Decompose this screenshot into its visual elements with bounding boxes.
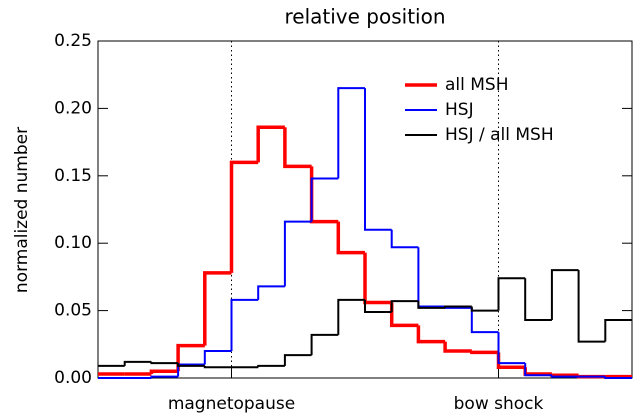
histogram-step [470, 307, 499, 334]
legend-label: HSJ / all MSH [445, 125, 554, 145]
histogram-step [470, 306, 499, 312]
histogram-step [390, 229, 419, 249]
histogram-step [364, 88, 392, 231]
histogram-step [257, 285, 285, 300]
histogram-step [364, 299, 392, 313]
histogram-step [149, 369, 179, 374]
histogram-step [150, 361, 179, 365]
histogram-step [604, 376, 632, 379]
y-tick-label: 0.25 [54, 31, 92, 51]
histogram-step [497, 332, 526, 365]
x-tick-label: bow shock [454, 394, 544, 414]
histogram-step [176, 343, 205, 372]
histogram-step [309, 166, 339, 224]
histogram-step [390, 300, 419, 312]
histogram-step [550, 375, 579, 378]
y-tick-label: 0.05 [54, 301, 92, 321]
histogram-step [417, 247, 446, 308]
histogram-step [203, 271, 232, 346]
histogram-step [550, 269, 579, 321]
y-tick-label: 0.00 [54, 368, 92, 388]
histogram-step [257, 364, 285, 368]
histogram-step [496, 352, 526, 369]
histogram-step [229, 160, 259, 273]
histogram-step [150, 375, 179, 378]
histogram-step [550, 373, 579, 378]
chart-title: relative position [284, 5, 445, 29]
plot-frame [97, 40, 633, 379]
histogram-step [336, 221, 365, 255]
histogram-step [604, 319, 632, 342]
histogram-step [283, 354, 312, 366]
histogram-step [256, 125, 285, 163]
histogram-step [337, 87, 365, 179]
histogram-step [443, 341, 472, 353]
y-tick-label: 0.15 [54, 166, 92, 186]
legend-label: HSJ [445, 100, 474, 120]
histogram-step [337, 298, 365, 335]
x-tick-label: magnetopause [168, 394, 295, 414]
histogram-step [203, 350, 232, 365]
histogram-step [123, 360, 152, 366]
histogram-step [470, 350, 499, 355]
histogram-step [497, 277, 526, 311]
histogram-step [389, 302, 419, 328]
histogram-step [524, 363, 552, 377]
histogram-step [177, 363, 205, 367]
histogram-step [363, 252, 392, 305]
histogram-step [283, 220, 312, 287]
legend-label: all MSH [445, 75, 509, 95]
histogram-step [523, 367, 552, 376]
y-tick-label: 0.20 [54, 98, 92, 118]
histogram-step [203, 365, 232, 369]
histogram-step [230, 298, 259, 352]
histogram-step [310, 177, 339, 222]
histogram-step [417, 301, 446, 309]
histogram-step [577, 270, 606, 343]
histogram-step [444, 305, 472, 308]
histogram-step [416, 325, 446, 344]
y-tick-label: 0.10 [54, 233, 92, 253]
y-axis-label: normalized number [12, 127, 32, 293]
histogram-step [310, 333, 339, 356]
histogram-step [524, 278, 552, 322]
histogram-step [283, 127, 312, 169]
